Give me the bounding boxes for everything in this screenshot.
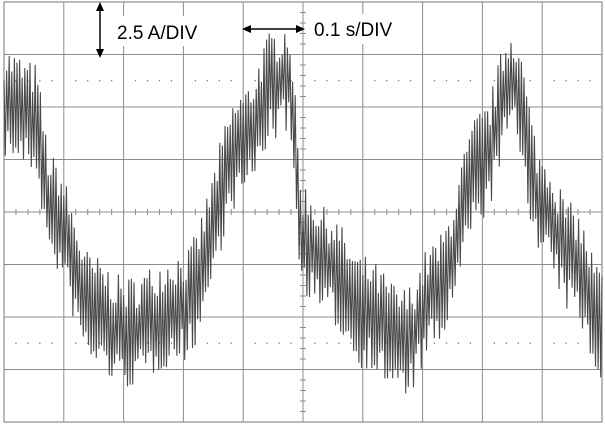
waveform-trace [3,33,603,394]
horizontal-scale-label-bg [310,14,406,44]
graticule-dot [51,80,53,82]
vertical-scale-arrowhead-top [96,2,104,11]
graticule-dot [146,80,149,82]
horizontal-scale-marker: 0.1 s/DIV [242,14,406,44]
graticule-dot [75,342,77,344]
graticule-dot [553,80,555,82]
graticule-dot [589,80,591,82]
graticule-dot [469,342,472,344]
graticule-dot [517,342,519,344]
vertical-scale-marker: 2.5 A/DIV [96,2,214,58]
graticule-dot [397,80,400,82]
graticule-dot [338,80,340,82]
graticule-dot [39,80,41,82]
graticule-dot [553,342,555,344]
graticule-dot [51,342,53,344]
graticule-dots [3,1,591,412]
graticule-dot [87,80,89,82]
graticule-dot [170,80,173,82]
graticule-dot [266,342,268,344]
graticule-dot [386,80,388,82]
graticule [3,1,603,423]
graticule-dot [565,342,567,344]
graticule-dot [98,80,101,82]
graticule-dot [445,342,448,344]
graticule-dot [326,80,328,82]
graticule-dot [39,342,41,344]
graticule-dot [529,342,531,344]
graticule-dot [445,80,448,82]
graticule-dot [110,80,113,82]
graticule-dot [314,80,316,82]
graticule-dot [158,80,161,82]
graticule-dot [230,80,232,82]
graticule-dot [565,80,567,82]
graticule-dot [314,342,316,344]
graticule-dot [134,80,137,82]
graticule-dot [326,342,328,344]
vertical-scale-label: 2.5 A/DIV [117,23,198,44]
horizontal-scale-arrowhead-right [296,25,305,33]
vertical-scale-label-bg [114,16,214,46]
graticule-dot [457,80,460,82]
graticule-dot [338,342,340,344]
graticule-dot [350,342,352,344]
graticule-dot [170,342,173,344]
graticule-dot [577,342,579,344]
graticule-dot [254,342,256,344]
horizontal-scale-label: 0.1 s/DIV [314,20,392,41]
graticule-dot [433,342,436,344]
graticule-dot [457,342,460,344]
graticule-dot [206,80,209,82]
graticule-dot [218,80,220,82]
graticule-dot [469,80,472,82]
graticule-dot [75,80,77,82]
graticule-dot [254,80,256,82]
graticule-dot [290,342,292,344]
graticule-dot [374,80,376,82]
graticule-dot [350,80,352,82]
graticule-dot [529,80,531,82]
graticule-dot [493,342,496,344]
graticule-dot [433,80,436,82]
graticule-dot [206,342,209,344]
graticule-dot [505,342,508,344]
horizontal-scale-arrowhead-left [242,25,251,33]
graticule-dot [409,80,412,82]
graticule-dot [493,80,496,82]
graticule-dot [278,342,280,344]
graticule-dot [15,342,17,344]
graticule-dot [230,342,232,344]
graticule-dot [194,80,197,82]
vertical-scale-arrowhead-bottom [96,49,104,58]
graticule-dot [27,342,29,344]
graticule-dot [218,342,220,344]
waveform-line [3,33,603,394]
graticule-dot [577,80,579,82]
